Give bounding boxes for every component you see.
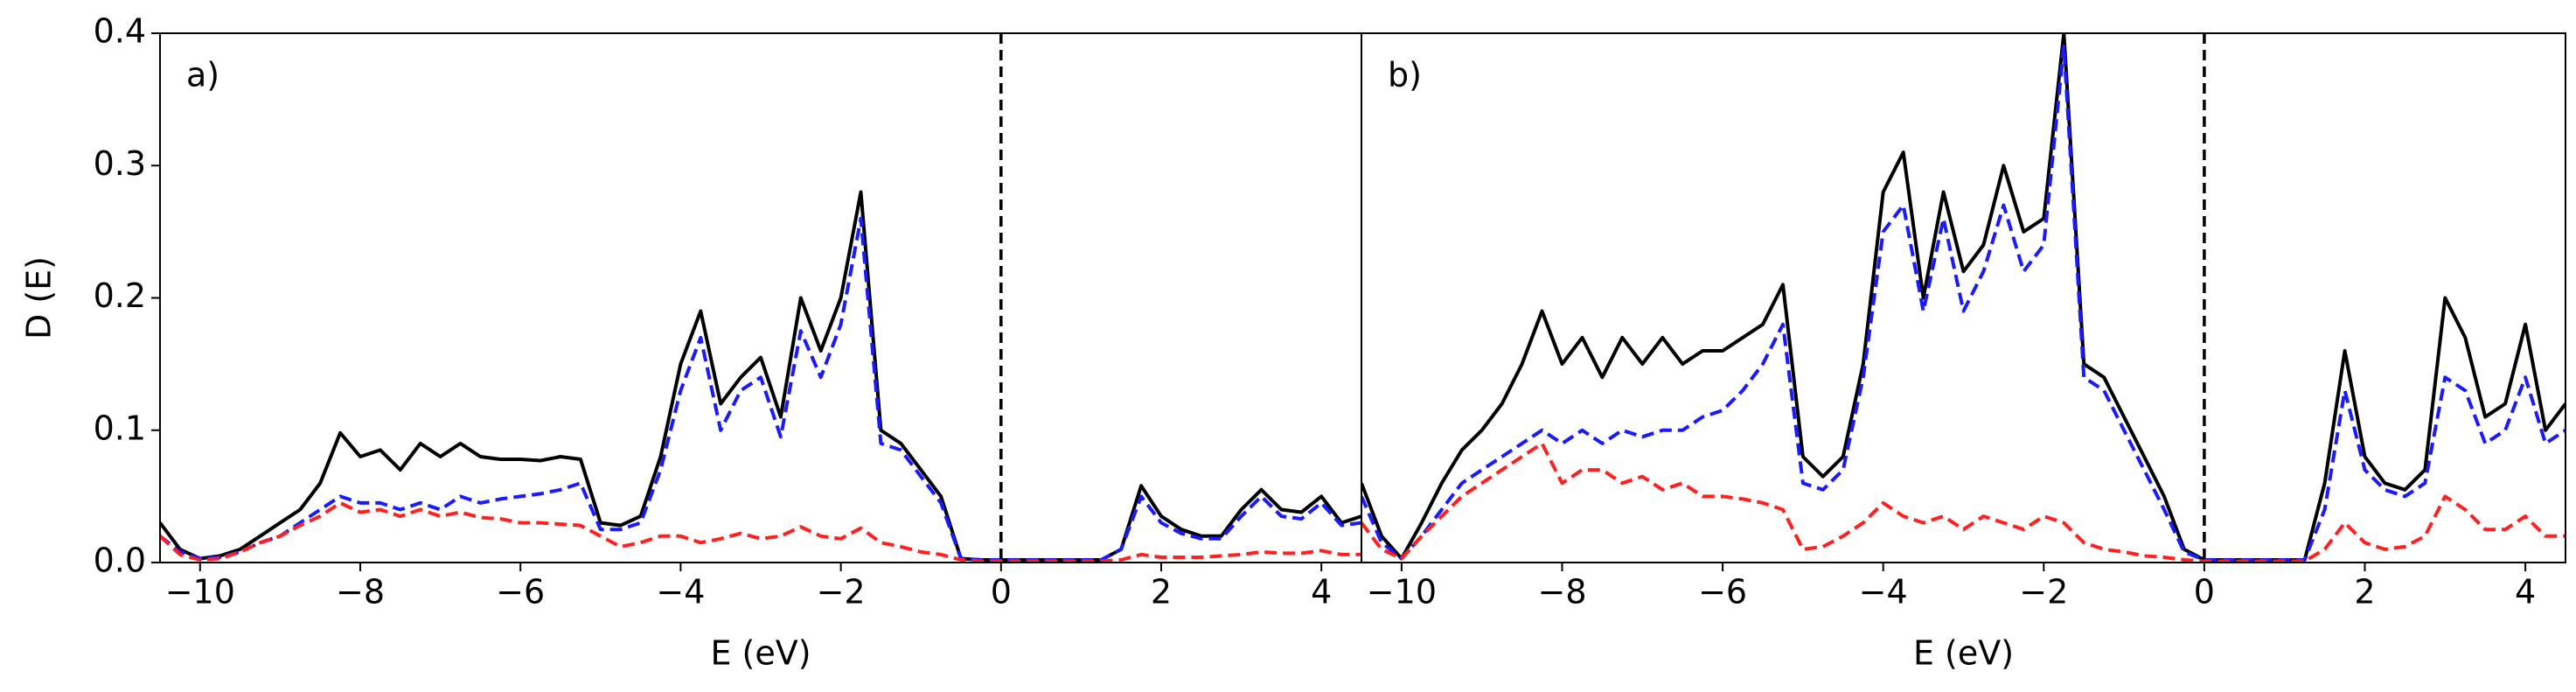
panel-label: b) — [1388, 56, 1422, 94]
y-tick-label: 0.2 — [94, 276, 146, 315]
x-axis-label: E (eV) — [1913, 634, 2014, 673]
y-tick-label: 0.1 — [94, 409, 146, 447]
plot-frame — [159, 32, 1362, 563]
x-tick-label: −10 — [1367, 573, 1437, 612]
series-line — [160, 216, 1361, 562]
x-tick-label: −2 — [2019, 573, 2068, 612]
x-tick-label: 0 — [991, 573, 1012, 612]
x-tick-label: −4 — [656, 573, 705, 612]
series-line — [1361, 45, 2566, 562]
y-tick-label: 0.3 — [94, 144, 146, 183]
x-tick-label: −10 — [165, 573, 235, 612]
y-tick-label: 0.0 — [94, 542, 146, 580]
x-tick-label: −6 — [496, 573, 545, 612]
series-line — [1361, 33, 2566, 562]
x-tick-label: 0 — [2194, 573, 2215, 612]
panel-label: a) — [186, 56, 219, 94]
series-line — [160, 190, 1361, 562]
x-axis-label: E (eV) — [710, 634, 811, 673]
x-tick-label: 4 — [2515, 573, 2536, 612]
x-tick-label: 2 — [2354, 573, 2375, 612]
x-tick-label: −2 — [817, 573, 866, 612]
x-tick-label: −4 — [1859, 573, 1908, 612]
y-tick-label: 0.4 — [94, 12, 146, 51]
series-line — [160, 500, 1361, 563]
series-line — [1361, 441, 2566, 563]
x-tick-label: −8 — [336, 573, 385, 612]
x-tick-label: 4 — [1311, 573, 1332, 612]
x-tick-label: −6 — [1698, 573, 1747, 612]
x-tick-label: −8 — [1537, 573, 1586, 612]
x-tick-label: 2 — [1151, 573, 1172, 612]
plot-frame — [1361, 32, 2566, 563]
y-axis-label: D (E) — [20, 256, 59, 339]
